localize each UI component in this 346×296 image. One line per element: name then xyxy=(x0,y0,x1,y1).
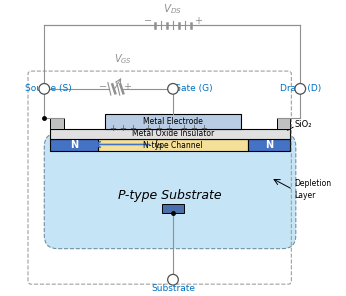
Text: N: N xyxy=(70,140,78,150)
Bar xyxy=(50,129,290,139)
Text: +: + xyxy=(180,124,187,133)
Text: −: − xyxy=(99,82,108,92)
Bar xyxy=(50,118,64,129)
Text: Metal Electrode: Metal Electrode xyxy=(143,118,203,126)
Bar xyxy=(248,139,290,151)
Text: P-type Substrate: P-type Substrate xyxy=(118,189,222,202)
Text: Gate (G): Gate (G) xyxy=(174,84,213,93)
Text: $V_{GS}$: $V_{GS}$ xyxy=(114,52,132,66)
Text: SiO₂: SiO₂ xyxy=(294,120,312,129)
Bar xyxy=(276,118,290,129)
Text: +: + xyxy=(155,124,162,133)
Text: $I_D$: $I_D$ xyxy=(154,138,163,151)
Text: N-type Channel: N-type Channel xyxy=(143,141,203,149)
Bar xyxy=(50,139,290,243)
Text: Depletion
Layer: Depletion Layer xyxy=(294,179,331,200)
Text: +: + xyxy=(165,124,172,133)
Circle shape xyxy=(39,83,49,94)
Text: Substrate: Substrate xyxy=(151,284,195,293)
Text: Drain (D): Drain (D) xyxy=(280,84,321,93)
Text: +: + xyxy=(190,124,197,133)
Circle shape xyxy=(168,274,178,285)
Bar xyxy=(105,114,241,129)
Text: +: + xyxy=(109,124,116,133)
Circle shape xyxy=(295,83,306,94)
Text: $V_{DS}$: $V_{DS}$ xyxy=(163,2,183,16)
Text: +: + xyxy=(194,16,202,26)
Text: +: + xyxy=(201,124,208,133)
Text: Metal Oxide Insulator: Metal Oxide Insulator xyxy=(132,129,214,138)
Bar xyxy=(50,139,98,151)
Text: +: + xyxy=(123,82,131,92)
Text: +: + xyxy=(130,124,136,133)
Text: N: N xyxy=(265,140,273,150)
Text: Source (S): Source (S) xyxy=(25,84,72,93)
Text: +: + xyxy=(144,124,151,133)
Text: +: + xyxy=(119,124,126,133)
Bar xyxy=(162,204,184,213)
Bar xyxy=(98,139,248,151)
Text: −: − xyxy=(144,16,152,26)
Circle shape xyxy=(168,83,178,94)
FancyBboxPatch shape xyxy=(44,133,296,249)
